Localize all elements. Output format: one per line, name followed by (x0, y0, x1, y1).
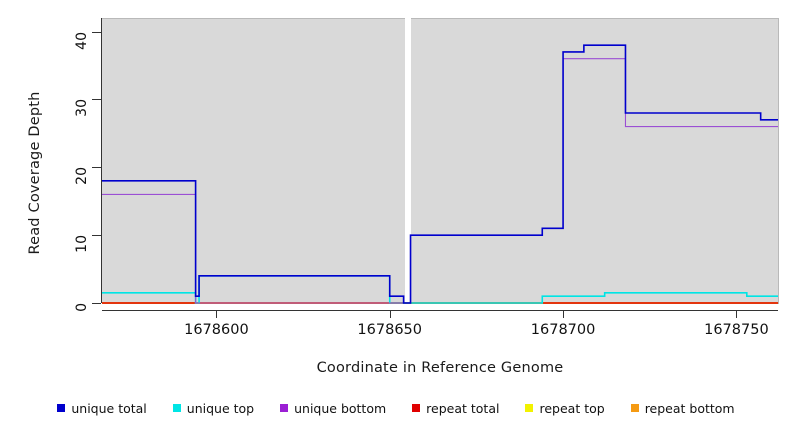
y-tick (92, 167, 101, 169)
plot-background (102, 18, 779, 304)
y-tick (92, 99, 101, 101)
x-tick (389, 310, 391, 318)
legend-item: repeat total (412, 401, 499, 416)
series-unique-top (102, 276, 778, 303)
legend-swatch-icon (412, 404, 421, 412)
series-lines (102, 18, 778, 303)
legend-item-label: repeat total (426, 400, 500, 416)
legend-item: unique top (172, 400, 255, 416)
legend-item-label: repeat bottom (644, 400, 735, 416)
x-tick-label: 1678750 (704, 322, 769, 338)
x-axis-title: Coordinate in Reference Genome (316, 360, 564, 376)
legend-item: unique total (57, 400, 147, 416)
y-tick-label: 20 (74, 167, 90, 186)
legend-item-label: unique total (71, 400, 147, 416)
y-axis-line (101, 18, 102, 303)
legend-swatch-icon (57, 404, 66, 412)
legend-swatch-icon (525, 404, 534, 412)
legend-item-label: repeat top (539, 400, 605, 416)
y-tick-label: 10 (74, 235, 90, 253)
legend-swatch-icon (172, 404, 181, 412)
legend-item: unique bottom (280, 401, 386, 416)
legend-item-label: unique top (186, 400, 255, 416)
legend-swatch-icon (280, 404, 289, 412)
y-tick (92, 303, 101, 304)
x-tick-label: 1678700 (530, 322, 596, 338)
y-tick-label: 30 (74, 99, 90, 118)
y-axis-title: Read Coverage Depth (27, 91, 43, 255)
legend-swatch-icon (630, 404, 639, 412)
y-tick-label: 40 (74, 31, 90, 50)
x-tick (216, 310, 218, 318)
plot-area (102, 18, 779, 304)
x-tick (563, 310, 565, 318)
legend-item: repeat top (525, 400, 605, 416)
y-tick-label: 0 (74, 303, 90, 312)
x-tick-label: 1678650 (357, 322, 422, 338)
series-unique-bottom (102, 59, 778, 303)
legend-item: repeat bottom (630, 400, 735, 416)
legend-item-label: unique bottom (294, 400, 387, 416)
x-axis-line (102, 310, 778, 311)
y-tick (92, 235, 101, 237)
x-tick (736, 310, 738, 318)
legend: unique total unique top unique bottom repea… (0, 398, 792, 418)
coverage-gap-band (405, 18, 411, 303)
series-unique-total (102, 45, 778, 303)
x-tick-label: 1678600 (184, 322, 249, 338)
y-tick (92, 31, 101, 33)
